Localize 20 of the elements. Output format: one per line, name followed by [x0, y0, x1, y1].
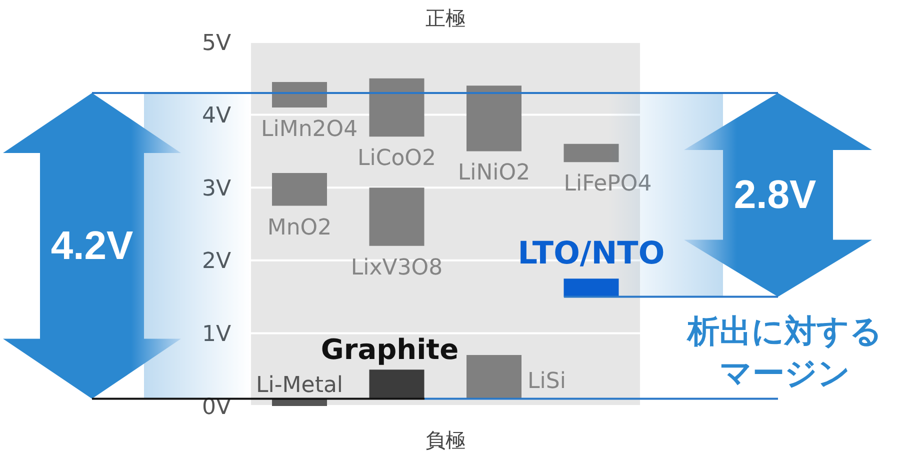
y-tick-label: 5V: [202, 30, 231, 56]
y-tick-label: 2V: [202, 249, 231, 274]
text: 4.2V: [50, 224, 134, 268]
series-label: LiNiO2: [458, 160, 530, 186]
y-tick-label: 1V: [202, 322, 231, 348]
text: 析出に対するマージン: [686, 311, 884, 394]
series-label: LiSi: [528, 369, 566, 394]
y-tick-label: 4V: [202, 104, 231, 129]
series-label: LiMn2O4: [261, 117, 358, 142]
series-label: LiCoO2: [357, 146, 436, 172]
series-label: Graphite: [320, 333, 459, 366]
x-axis-title: 負極: [424, 427, 466, 453]
series-label: Li-Metal: [256, 373, 344, 398]
chart-title: 正極: [424, 5, 466, 31]
series-label: LiFePO4: [564, 172, 652, 197]
series-label: MnO2: [267, 215, 332, 240]
text: 2.8V: [734, 172, 816, 217]
series-label: LTO/NTO: [518, 236, 665, 272]
series-label: LixV3O8: [350, 255, 443, 280]
y-tick-label: 3V: [202, 176, 231, 202]
